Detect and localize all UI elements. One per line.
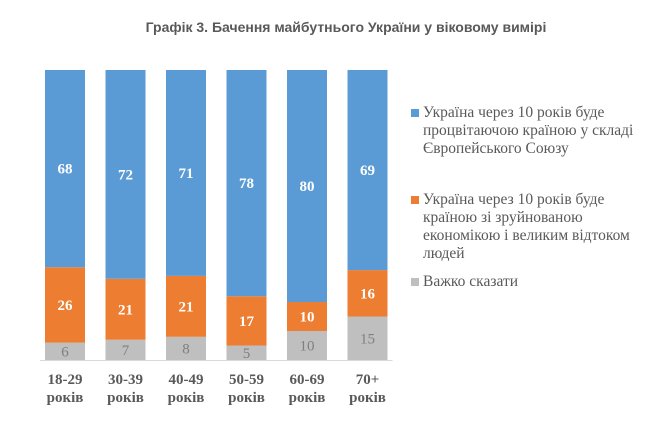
legend-swatch-icon	[411, 278, 419, 286]
bar-segment-1-1	[105, 278, 146, 340]
bar-segment-2-5	[347, 316, 388, 360]
bar-segment-0-3	[226, 70, 267, 297]
bar-segment-1-3	[226, 296, 267, 346]
data-label-0-5: 69	[360, 163, 375, 179]
x-tick-label-5-0: 70+	[356, 372, 380, 388]
data-labels-group: 6 26 68 7 21 72 8 21 71 5 17 78 10 10 80 15 16 69	[58, 162, 376, 362]
x-tick-label-3-1: років	[228, 390, 265, 406]
bar-segment-1-0	[45, 267, 85, 343]
legend-item-1: Україна через 10 років буде країною зі зр…	[411, 191, 661, 263]
bar-segment-2-1	[105, 339, 146, 360]
data-label-1-2: 21	[179, 299, 194, 315]
data-label-2-0: 6	[61, 344, 69, 360]
data-label-1-1: 21	[118, 302, 133, 318]
bar-segment-2-3	[226, 345, 267, 360]
x-tick-labels-group: 18-29 років 30-39 років 40-49 років 50-59 років…	[47, 372, 386, 406]
legend-label-line: Важко сказати	[423, 273, 519, 290]
bar-segment-1-4	[287, 302, 327, 331]
data-label-1-4: 10	[300, 310, 315, 326]
data-label-0-0: 68	[58, 162, 73, 178]
data-label-1-5: 16	[360, 286, 376, 302]
chart-title: Графік 3. Бачення майбутнього України у …	[146, 19, 547, 35]
legend-label-line: країною зі зруйнованою	[423, 209, 583, 226]
x-tick-label-0-1: років	[47, 390, 84, 406]
bar-segment-2-4	[287, 331, 327, 360]
x-tick-label-5-1: років	[349, 390, 386, 406]
legend-label-line: Європейського Союзу	[423, 140, 569, 157]
x-tick-label-1-0: 30-39	[108, 372, 143, 388]
data-label-0-3: 78	[239, 176, 254, 192]
data-label-2-2: 8	[182, 341, 190, 357]
x-tick-label-4-1: років	[289, 390, 326, 406]
bar-segment-0-4	[287, 70, 327, 302]
legend-swatch-icon	[411, 196, 419, 204]
legend: Україна через 10 років буде процвітаючою …	[411, 104, 661, 291]
data-label-0-2: 71	[179, 166, 194, 182]
legend-label-line: Україна через 10 років буде	[423, 191, 605, 208]
data-label-1-3: 17	[239, 314, 255, 330]
bar-segment-0-5	[347, 70, 388, 271]
data-label-0-1: 72	[118, 167, 133, 183]
x-tick-label-2-0: 40-49	[169, 372, 204, 388]
data-label-2-4: 10	[300, 339, 315, 355]
legend-swatch-icon	[411, 109, 419, 117]
bars-group	[45, 70, 388, 360]
bar-segment-1-2	[166, 275, 206, 337]
data-label-1-0: 26	[58, 298, 74, 314]
data-label-0-4: 80	[300, 179, 315, 195]
data-label-2-1: 7	[122, 343, 130, 359]
bar-segment-0-2	[166, 70, 206, 276]
legend-label-line: економікою і великим відтоком	[423, 227, 630, 244]
bar-segment-2-0	[45, 342, 85, 360]
x-tick-label-4-0: 60-69	[290, 372, 325, 388]
x-tick-label-2-1: років	[168, 390, 205, 406]
x-tick-label-0-0: 18-29	[48, 372, 83, 388]
bar-segment-0-0	[45, 70, 85, 268]
bar-segment-0-1	[105, 70, 146, 279]
bar-segment-2-2	[166, 336, 206, 360]
x-tick-label-3-0: 50-59	[229, 372, 264, 388]
data-label-2-5: 15	[360, 331, 375, 347]
data-label-2-3: 5	[243, 346, 251, 362]
x-tick-label-1-1: років	[107, 390, 144, 406]
legend-label-line: Україна через 10 років буде	[423, 104, 605, 121]
legend-item-2: Важко сказати	[411, 273, 661, 291]
legend-label-line: процвітаючою країною у складі	[423, 122, 634, 139]
bar-segment-1-5	[347, 270, 388, 317]
legend-item-0: Україна через 10 років буде процвітаючою …	[411, 104, 661, 158]
legend-label-line: людей	[423, 245, 465, 262]
